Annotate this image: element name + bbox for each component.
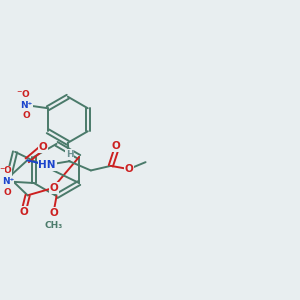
Text: O: O (112, 142, 121, 152)
Text: O: O (22, 90, 29, 99)
Text: O: O (124, 164, 133, 174)
Text: O: O (4, 188, 12, 197)
Text: O: O (4, 166, 12, 175)
Text: O: O (19, 207, 28, 217)
Text: O: O (38, 142, 47, 152)
Text: O: O (49, 208, 58, 218)
Text: ⁻: ⁻ (16, 89, 21, 99)
Text: CH₃: CH₃ (44, 221, 62, 230)
Text: O: O (22, 111, 30, 120)
Text: ⁻: ⁻ (0, 166, 5, 176)
Text: N⁺: N⁺ (2, 177, 14, 186)
Text: N⁺: N⁺ (20, 101, 32, 110)
Text: O: O (50, 183, 58, 193)
Text: HN: HN (38, 160, 56, 170)
Text: H: H (66, 150, 74, 159)
